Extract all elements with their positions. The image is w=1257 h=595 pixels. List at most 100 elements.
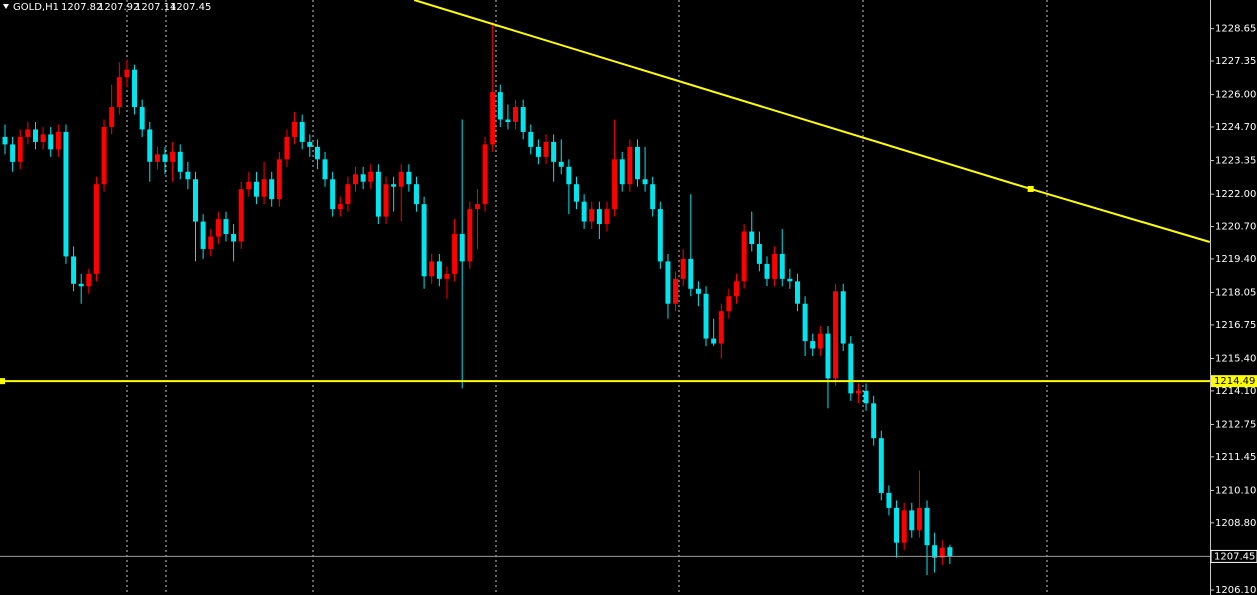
candle-body <box>193 179 198 222</box>
candle-body <box>794 281 800 304</box>
candle-body <box>703 293 709 339</box>
candle-body <box>589 209 595 222</box>
candle-body <box>634 146 640 180</box>
candle-body <box>71 256 77 284</box>
candle-body <box>421 204 427 277</box>
candle-body <box>833 291 839 379</box>
y-tick-label: 1206.10 <box>1215 585 1256 595</box>
candle-body <box>215 219 221 237</box>
candle-body <box>467 209 473 262</box>
candle-body <box>17 136 23 162</box>
candle-body <box>909 510 915 531</box>
candle-body <box>330 179 336 210</box>
y-tick-label: 1227.35 <box>1215 56 1256 67</box>
candle-body <box>558 161 564 167</box>
candle-body <box>871 403 877 439</box>
candle-body <box>497 92 503 120</box>
y-tick-label: 1219.40 <box>1215 254 1256 265</box>
candle-body <box>695 288 701 294</box>
candle-body <box>650 184 656 210</box>
candle-body <box>353 174 359 185</box>
candle-body <box>299 121 305 142</box>
candle-body <box>345 184 351 205</box>
candle-body <box>63 131 69 257</box>
candle-body <box>855 390 861 394</box>
candle-body <box>688 258 694 289</box>
candle-body <box>40 134 46 142</box>
candle-body <box>863 390 869 404</box>
candle-body <box>360 174 366 182</box>
candle-body <box>817 333 823 349</box>
candle-body <box>787 278 793 282</box>
candle-body <box>916 507 922 531</box>
candle-body <box>10 144 16 162</box>
candle-body <box>772 253 778 279</box>
header-open: 1207.82 <box>61 2 102 13</box>
candle-body <box>604 209 610 225</box>
candle-body <box>124 69 130 78</box>
candle-body <box>147 129 153 162</box>
y-tick-label: 1211.45 <box>1215 452 1256 463</box>
candle-body <box>741 231 747 282</box>
candle-body <box>657 209 663 262</box>
candle-body <box>86 273 92 287</box>
candle-body <box>482 144 488 205</box>
candle-body <box>947 547 953 557</box>
candle-body <box>596 209 602 225</box>
candle-body <box>505 119 511 122</box>
header-close: 1207.45 <box>170 2 211 13</box>
candle-body <box>619 159 625 185</box>
trendline <box>413 0 1211 243</box>
candle-body <box>513 107 519 122</box>
candle-body <box>391 184 397 187</box>
candle-body <box>406 171 412 185</box>
hline-anchor <box>0 378 5 385</box>
header-arrow[interactable] <box>3 4 9 9</box>
candle-body <box>901 510 907 543</box>
candle-body <box>939 547 945 558</box>
price-label-box <box>1210 549 1257 563</box>
candle-body <box>894 507 900 543</box>
candle-body <box>208 236 214 249</box>
candle-body <box>825 333 831 379</box>
candle-body <box>78 283 84 287</box>
header-low: 1207.14 <box>135 2 176 13</box>
candle-body <box>520 107 526 132</box>
candle-body <box>101 126 107 185</box>
candle-body <box>398 171 404 187</box>
candle-body <box>253 181 259 197</box>
candle-body <box>292 121 298 137</box>
candle-body <box>878 438 884 493</box>
candle-body <box>543 141 549 157</box>
y-tick-label: 1208.80 <box>1215 518 1256 529</box>
candle-body <box>284 136 290 160</box>
y-tick-label: 1215.40 <box>1215 353 1256 364</box>
candle-body <box>116 77 122 108</box>
candle-body <box>924 507 930 546</box>
y-tick-label: 1220.70 <box>1215 222 1256 233</box>
candle-body <box>711 338 717 344</box>
y-tick-label: 1224.70 <box>1215 122 1256 133</box>
hline-label: 1214.49 <box>1214 376 1255 387</box>
candle-body <box>764 263 770 279</box>
candle-body <box>200 221 206 249</box>
candle-body <box>810 341 816 349</box>
candle-body <box>238 189 244 242</box>
header-high: 1207.92 <box>98 2 139 13</box>
candle-body <box>848 343 854 394</box>
candle-body <box>734 281 740 297</box>
candle-body <box>25 129 31 137</box>
candle-body <box>673 278 679 304</box>
y-tick-label: 1212.75 <box>1215 419 1256 430</box>
y-tick-label: 1216.75 <box>1215 320 1256 331</box>
candle-body <box>231 234 237 242</box>
candle-body <box>642 179 648 185</box>
candle-body <box>93 184 99 274</box>
candle-body <box>665 261 671 304</box>
candle-body <box>307 141 313 147</box>
period-separators <box>126 0 1048 595</box>
candle-body <box>132 69 138 108</box>
candle-body <box>802 303 808 342</box>
